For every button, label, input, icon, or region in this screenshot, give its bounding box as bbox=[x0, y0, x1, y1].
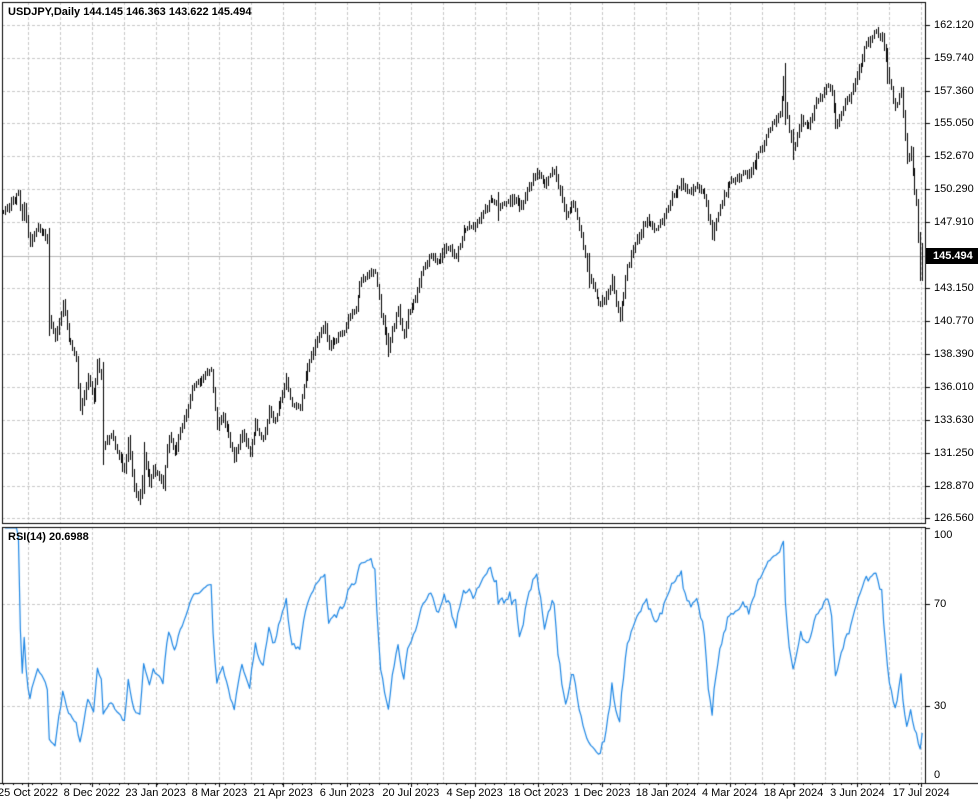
price-axis-label: 157.360 bbox=[934, 85, 974, 97]
current-price-tag: 145.494 bbox=[926, 248, 978, 264]
time-axis-label: 1 Dec 2023 bbox=[574, 787, 631, 799]
price-axis-label: 147.910 bbox=[934, 216, 974, 229]
time-axis-label: 17 Jul 2024 bbox=[892, 787, 950, 799]
time-axis-label: 21 Apr 2023 bbox=[253, 787, 313, 799]
indicator-title: RSI(14) 20.6988 bbox=[8, 531, 89, 543]
chart-title: USDJPY,Daily 144.145 146.363 143.622 145… bbox=[8, 6, 251, 18]
indicator-name-label: RSI(14) bbox=[8, 531, 46, 543]
rsi-axis-label: 30 bbox=[934, 700, 947, 712]
price-axis-label: 136.010 bbox=[934, 381, 974, 394]
price-axis-label: 138.390 bbox=[934, 348, 974, 361]
price-axis-label: 150.290 bbox=[934, 183, 974, 196]
ohlc-values-label: 144.145 146.363 143.622 145.494 bbox=[83, 6, 252, 18]
price-axis-label: 159.740 bbox=[934, 52, 974, 64]
time-axis-label: 18 Oct 2023 bbox=[508, 787, 569, 799]
price-axis-label: 143.150 bbox=[934, 282, 974, 295]
time-axis-label: 8 Dec 2022 bbox=[63, 787, 120, 799]
rsi-axis-label: 0 bbox=[934, 769, 941, 781]
price-axis-label: 140.770 bbox=[934, 315, 974, 328]
rsi-axis-label: 100 bbox=[934, 529, 953, 541]
price-axis-label: 152.670 bbox=[934, 150, 974, 163]
time-axis-label: 6 Jun 2023 bbox=[319, 787, 375, 799]
price-axis-label: 131.250 bbox=[934, 447, 974, 460]
price-axis-label: 128.870 bbox=[934, 480, 974, 493]
symbol-timeframe-label: USDJPY,Daily bbox=[8, 6, 81, 18]
time-axis-label: 18 Jan 2024 bbox=[635, 787, 697, 799]
price-axis-label: 155.050 bbox=[934, 117, 974, 130]
rsi-axis-label: 70 bbox=[934, 598, 947, 610]
time-axis-label: 8 Mar 2023 bbox=[191, 787, 248, 799]
price-axis-label: 133.630 bbox=[934, 414, 974, 427]
price-axis-label: 162.120 bbox=[934, 19, 974, 31]
price-axis-label: 126.560 bbox=[934, 512, 974, 525]
time-axis-label: 18 Apr 2024 bbox=[763, 787, 824, 799]
time-axis-label: 4 Sep 2023 bbox=[446, 787, 503, 799]
time-axis-label: 3 Jun 2024 bbox=[830, 787, 885, 799]
indicator-value-label: 20.6988 bbox=[48, 531, 89, 543]
time-axis-label: 25 Oct 2022 bbox=[0, 787, 58, 799]
time-axis-label: 23 Jan 2023 bbox=[125, 787, 186, 799]
time-axis-label: 20 Jul 2023 bbox=[382, 787, 440, 799]
time-axis-label: 4 Mar 2024 bbox=[701, 787, 758, 799]
